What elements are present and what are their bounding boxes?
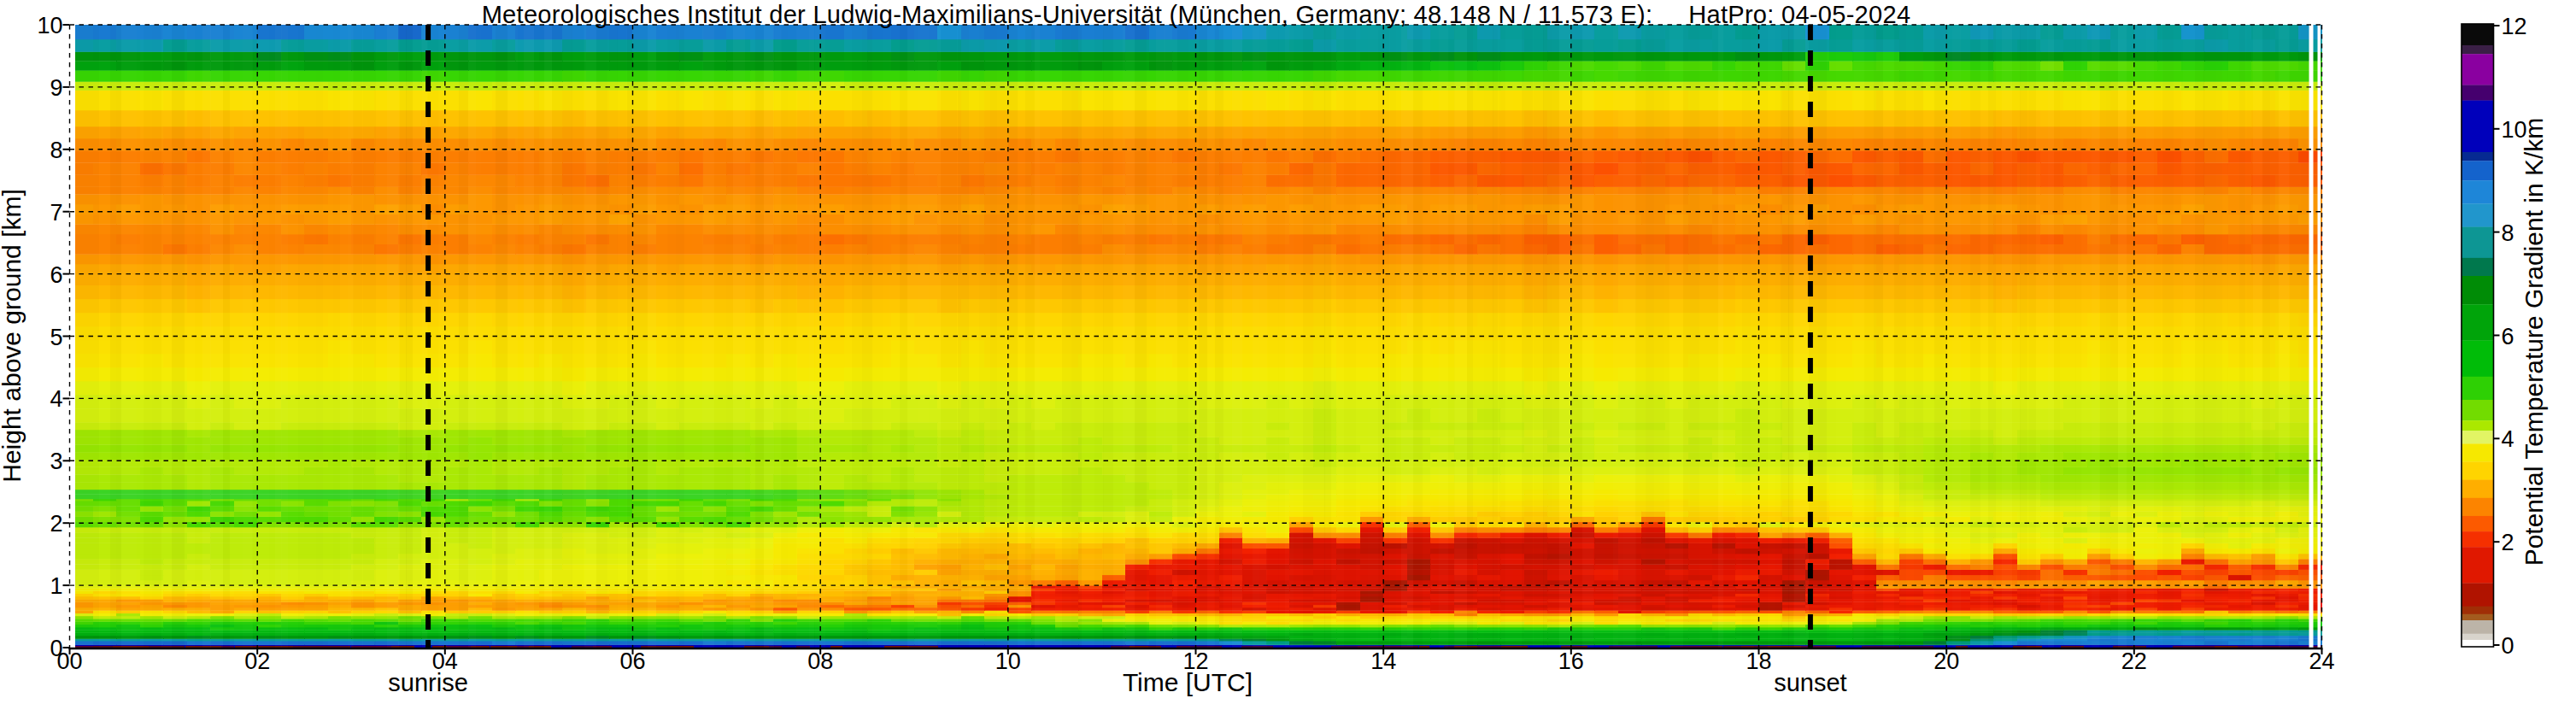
svg-text:06: 06 bbox=[619, 648, 645, 674]
svg-text:10: 10 bbox=[37, 13, 62, 38]
svg-text:6: 6 bbox=[2502, 324, 2514, 349]
svg-text:Height above ground [km]: Height above ground [km] bbox=[0, 189, 26, 483]
svg-text:8: 8 bbox=[2502, 220, 2514, 246]
svg-text:sunset: sunset bbox=[1774, 669, 1846, 696]
svg-text:1: 1 bbox=[50, 573, 62, 599]
svg-text:4: 4 bbox=[2502, 426, 2514, 452]
svg-text:22: 22 bbox=[2121, 648, 2147, 674]
svg-text:4: 4 bbox=[50, 386, 62, 412]
svg-text:Time [UTC]: Time [UTC] bbox=[1123, 668, 1253, 696]
svg-text:10: 10 bbox=[995, 648, 1021, 674]
svg-text:Potential Temperature Gradient: Potential Temperature Gradient in K/km bbox=[2520, 118, 2548, 566]
svg-text:08: 08 bbox=[807, 648, 833, 674]
svg-text:24: 24 bbox=[2309, 648, 2334, 674]
svg-text:0: 0 bbox=[50, 636, 62, 661]
svg-text:7: 7 bbox=[50, 200, 62, 226]
svg-text:sunrise: sunrise bbox=[388, 669, 468, 696]
svg-text:2: 2 bbox=[2502, 530, 2514, 555]
svg-text:02: 02 bbox=[244, 648, 270, 674]
svg-text:8: 8 bbox=[50, 138, 62, 163]
svg-text:Meteorologisches Institut der: Meteorologisches Institut der Ludwig-Max… bbox=[482, 1, 1911, 28]
svg-text:3: 3 bbox=[50, 449, 62, 474]
svg-text:18: 18 bbox=[1746, 648, 1771, 674]
svg-text:2: 2 bbox=[50, 511, 62, 537]
svg-text:20: 20 bbox=[1933, 648, 1959, 674]
svg-text:16: 16 bbox=[1558, 648, 1584, 674]
svg-text:9: 9 bbox=[50, 75, 62, 101]
svg-text:0: 0 bbox=[2502, 633, 2514, 659]
svg-text:14: 14 bbox=[1370, 648, 1396, 674]
svg-text:12: 12 bbox=[2502, 14, 2527, 39]
svg-text:6: 6 bbox=[50, 262, 62, 288]
svg-text:5: 5 bbox=[50, 325, 62, 350]
